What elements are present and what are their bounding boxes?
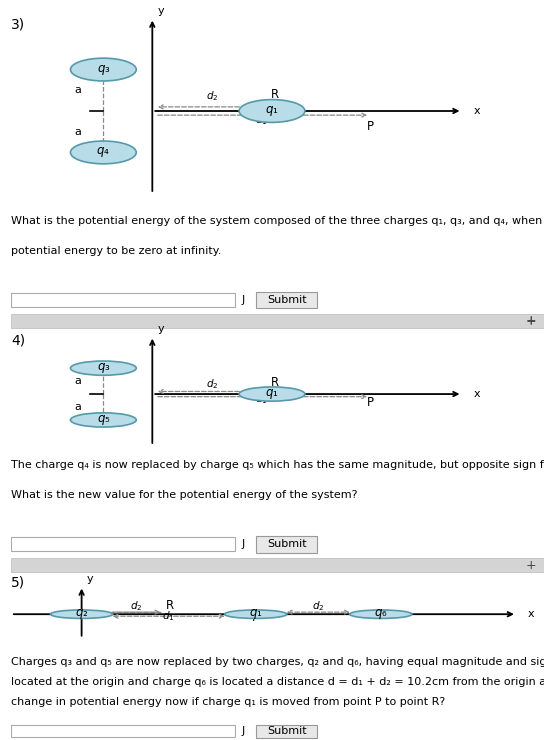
Text: P: P xyxy=(252,611,259,624)
Text: $d_2$: $d_2$ xyxy=(206,377,218,391)
Text: $q₃$: $q₃$ xyxy=(97,361,110,375)
Text: J: J xyxy=(241,539,244,549)
Text: R: R xyxy=(271,376,279,388)
Text: R: R xyxy=(271,87,279,101)
Ellipse shape xyxy=(239,100,305,122)
Ellipse shape xyxy=(225,610,287,619)
Text: $d_2$: $d_2$ xyxy=(206,90,218,104)
Text: +: + xyxy=(526,314,536,328)
Text: 4): 4) xyxy=(11,333,25,347)
Text: Charges q₃ and q₅ are now replaced by two charges, q₂ and q₆, having equal magni: Charges q₃ and q₅ are now replaced by tw… xyxy=(11,657,544,667)
Text: 3): 3) xyxy=(11,18,25,32)
Ellipse shape xyxy=(70,361,136,375)
Text: $d_2$: $d_2$ xyxy=(312,599,324,613)
Text: x: x xyxy=(473,106,480,116)
Ellipse shape xyxy=(70,141,136,164)
Text: J: J xyxy=(241,726,244,736)
Text: R: R xyxy=(166,599,174,612)
Text: $q₆$: $q₆$ xyxy=(374,608,388,621)
Bar xyxy=(11,293,235,307)
Bar xyxy=(256,536,318,553)
Text: Submit: Submit xyxy=(267,539,307,549)
Text: a: a xyxy=(75,402,82,412)
Text: y: y xyxy=(158,6,164,16)
Ellipse shape xyxy=(350,610,412,619)
Text: P: P xyxy=(367,120,373,132)
Text: y: y xyxy=(158,324,164,334)
Text: Submit: Submit xyxy=(267,726,307,736)
Text: $d_1$: $d_1$ xyxy=(255,113,268,127)
Text: What is the potential energy of the system composed of the three charges q₁, q₃,: What is the potential energy of the syst… xyxy=(11,216,544,226)
Text: a: a xyxy=(75,85,82,95)
Text: J: J xyxy=(241,295,244,305)
Bar xyxy=(11,725,235,737)
Text: $q₃$: $q₃$ xyxy=(97,63,110,76)
Text: a: a xyxy=(75,376,82,386)
Text: y: y xyxy=(87,574,94,584)
Ellipse shape xyxy=(70,413,136,427)
Text: Submit: Submit xyxy=(267,295,307,305)
Text: $q₁$: $q₁$ xyxy=(265,387,279,401)
Text: $q₁$: $q₁$ xyxy=(265,104,279,118)
Text: $q₂$: $q₂$ xyxy=(75,608,88,621)
Text: 5): 5) xyxy=(11,575,25,589)
Text: $q₄$: $q₄$ xyxy=(96,146,110,159)
Text: P: P xyxy=(367,396,373,408)
Text: What is the new value for the potential energy of the system?: What is the new value for the potential … xyxy=(11,490,357,500)
Text: x: x xyxy=(473,389,480,399)
Bar xyxy=(256,292,318,309)
Text: potential energy to be zero at infinity.: potential energy to be zero at infinity. xyxy=(11,246,221,256)
Text: +: + xyxy=(526,559,536,571)
Bar xyxy=(11,314,544,328)
Ellipse shape xyxy=(70,58,136,81)
Bar xyxy=(11,537,235,551)
Text: x: x xyxy=(528,609,534,619)
Text: change in potential energy now if charge q₁ is moved from point P to point R?: change in potential energy now if charge… xyxy=(11,697,445,707)
Text: $q₁$: $q₁$ xyxy=(249,608,263,621)
Text: $d_1$: $d_1$ xyxy=(255,391,268,406)
Text: $q₅$: $q₅$ xyxy=(96,413,110,427)
Text: +: + xyxy=(526,314,536,327)
Bar xyxy=(256,724,318,738)
Ellipse shape xyxy=(239,387,305,401)
Text: $d_1$: $d_1$ xyxy=(162,610,175,623)
Bar xyxy=(11,558,544,572)
Text: $d_2$: $d_2$ xyxy=(131,599,143,613)
Ellipse shape xyxy=(51,610,113,619)
Text: a: a xyxy=(75,127,82,137)
Text: The charge q₄ is now replaced by charge q₅ which has the same magnitude, but opp: The charge q₄ is now replaced by charge … xyxy=(11,460,544,471)
Text: located at the origin and charge q₆ is located a distance d = d₁ + d₂ = 10.2cm f: located at the origin and charge q₆ is l… xyxy=(11,677,544,687)
